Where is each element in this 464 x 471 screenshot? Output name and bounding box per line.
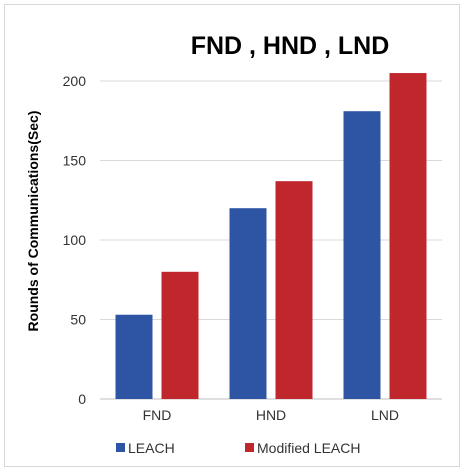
y-tick-labels: 0 50 100 150 200 xyxy=(63,73,87,407)
gridlines xyxy=(100,80,442,400)
x-tick-label: HND xyxy=(256,407,286,423)
bar-leach-lnd xyxy=(343,111,381,400)
y-tick-label: 0 xyxy=(78,391,86,407)
legend-label: LEACH xyxy=(128,440,175,456)
bar-modified-leach-fnd xyxy=(161,271,199,399)
x-tick-label: FND xyxy=(143,407,172,423)
legend-swatch xyxy=(245,443,254,452)
y-tick-label: 200 xyxy=(63,73,87,89)
bars xyxy=(115,73,427,400)
bar-modified-leach-hnd xyxy=(275,181,313,399)
bar-modified-leach-lnd xyxy=(389,73,427,400)
y-tick-label: 100 xyxy=(63,232,87,248)
x-tick-label: LND xyxy=(371,407,399,423)
y-tick-label: 150 xyxy=(63,153,87,169)
bar-leach-fnd xyxy=(115,314,153,399)
y-tick-label: 50 xyxy=(70,312,86,328)
chart-title: FND , HND , LND xyxy=(191,32,390,60)
legend: LEACH Modified LEACH xyxy=(116,440,361,456)
x-tick-labels: FND HND LND xyxy=(143,407,399,423)
legend-label: Modified LEACH xyxy=(257,440,361,456)
bar-leach-hnd xyxy=(229,208,267,399)
y-axis-label: Rounds of Communications(Sec) xyxy=(25,111,41,332)
legend-swatch xyxy=(116,443,125,452)
